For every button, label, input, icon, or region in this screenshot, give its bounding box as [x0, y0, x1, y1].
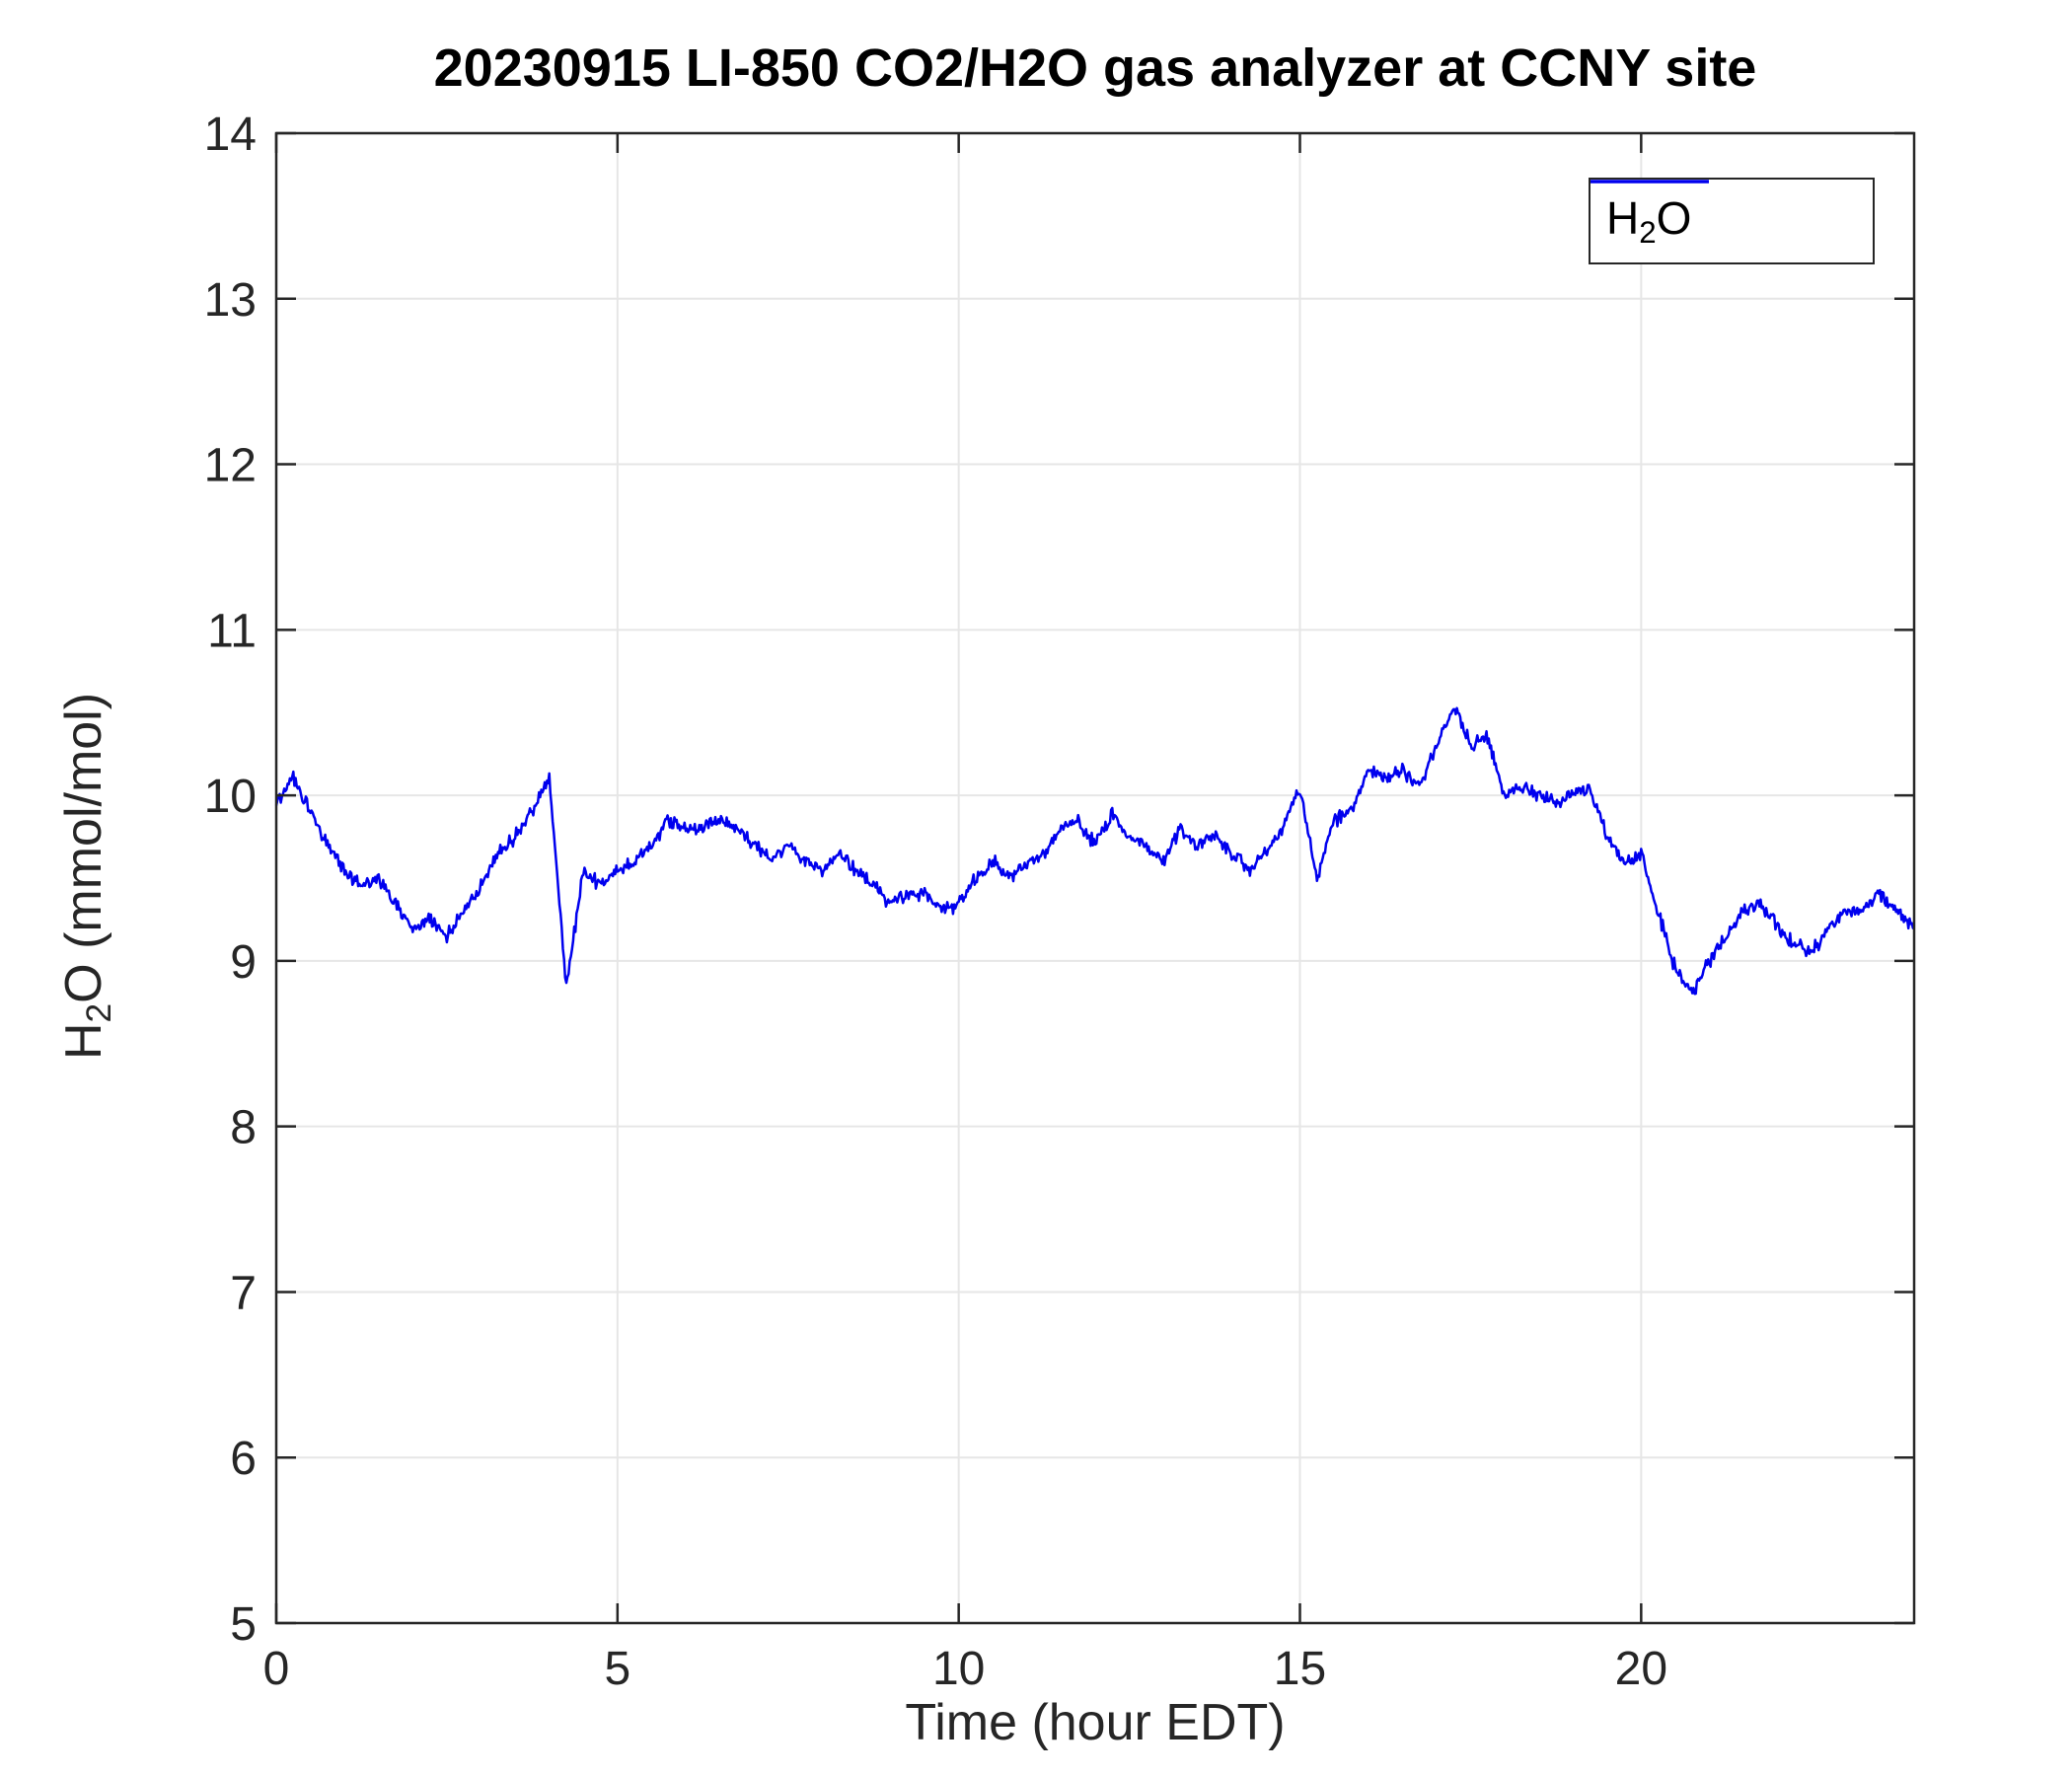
y-tick-label: 6: [230, 1433, 257, 1485]
y-tick-label: 12: [204, 440, 257, 492]
legend: H2O: [1589, 178, 1875, 264]
y-tick-label: 14: [204, 109, 257, 161]
x-axis-label: Time (hour EDT): [905, 1694, 1286, 1751]
chart-title: 20230915 LI-850 CO2/H2O gas analyzer at …: [433, 38, 1757, 98]
y-tick-label: 8: [230, 1102, 257, 1154]
x-tick-label: 10: [932, 1643, 985, 1695]
y-axis-label: H2O (mmol/mol): [54, 693, 119, 1060]
y-axis-label-units: O (mmol/mol): [55, 692, 113, 1003]
x-tick-label: 0: [263, 1643, 290, 1695]
x-tick-label: 20: [1615, 1643, 1667, 1695]
h2o-series-line: [274, 706, 1916, 996]
x-tick-label: 5: [604, 1643, 630, 1695]
y-tick-label: 13: [204, 274, 257, 327]
y-tick-label: 5: [230, 1598, 257, 1651]
y-tick-label: 11: [207, 605, 257, 657]
axes-box: [274, 131, 1916, 1625]
y-tick-label: 10: [204, 771, 257, 823]
y-axis-label-subscript: 2: [79, 1002, 118, 1023]
x-tick-label: 15: [1274, 1643, 1326, 1695]
legend-line-sample-icon: [1591, 180, 1709, 184]
y-tick-label: 9: [230, 936, 257, 989]
legend-label: H2O: [1606, 192, 1692, 250]
y-tick-label: 7: [230, 1267, 257, 1319]
y-axis-label-text: H: [55, 1022, 113, 1061]
